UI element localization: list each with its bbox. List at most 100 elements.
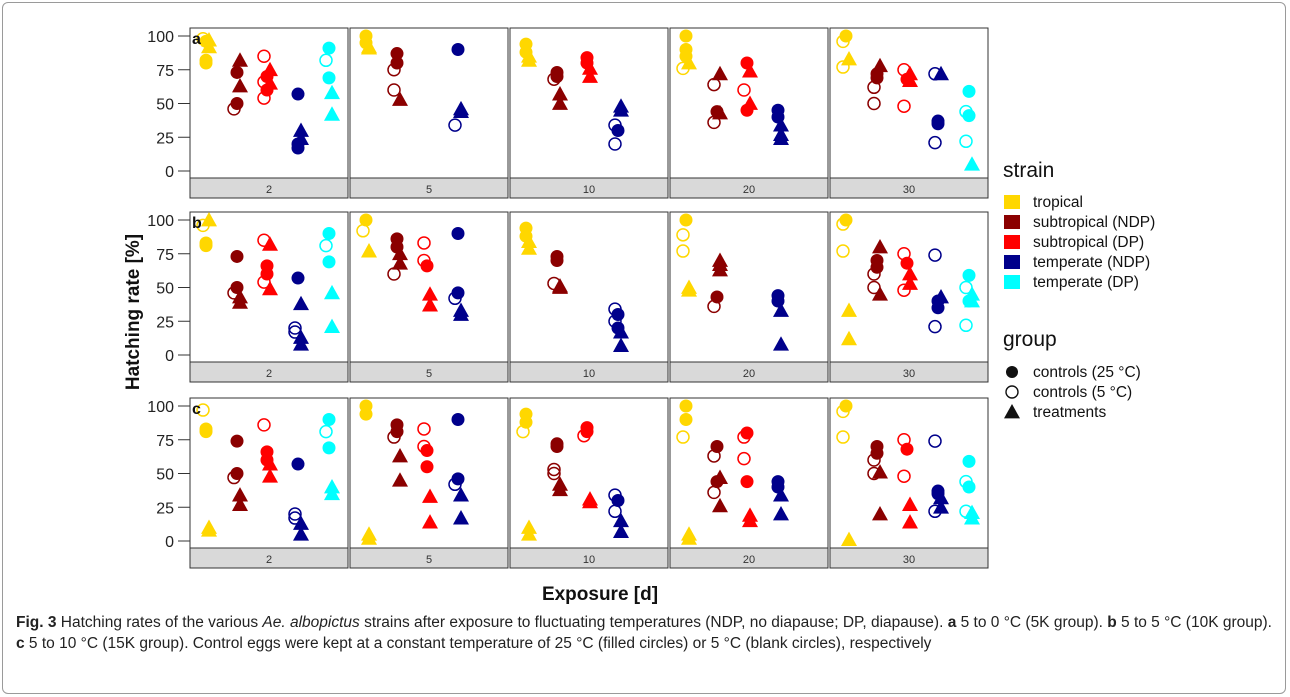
data-point [712,469,728,484]
data-point [199,425,213,439]
legend-strain-label: tropical [1033,194,1083,211]
data-point [262,468,278,483]
data-point [897,99,911,113]
data-point [262,456,278,471]
data-point [201,522,217,537]
caption-b-label: b [1107,614,1117,631]
data-point [291,87,305,101]
data-point [324,284,340,300]
data-point [712,497,728,513]
data-point [962,268,976,282]
data-point [550,440,564,453]
data-point [322,227,336,240]
data-point [448,477,462,492]
data-point [608,118,622,132]
facet-strip [829,547,989,569]
data-point [964,156,980,171]
data-point [232,52,248,67]
data-point [227,470,241,485]
legend-strain-label: temperate (DP) [1033,274,1139,291]
y-tick-label: 50 [156,97,174,114]
data-point [962,109,976,123]
legend-title-strain: strain [1003,159,1054,182]
data-point [324,485,340,501]
y-tick-label: 25 [156,314,174,331]
data-point [359,407,373,421]
data-point [931,301,945,315]
data-point [257,91,271,105]
data-point [679,413,693,426]
data-point [322,441,336,455]
data-point [608,504,622,519]
data-point [552,481,568,497]
facet-strip [829,177,989,199]
data-point [201,32,217,47]
data-point [262,75,278,90]
facet-strip [189,547,349,569]
data-point [227,102,241,116]
data-point [742,63,758,78]
data-point [324,84,340,100]
data-point [902,266,918,281]
data-point [288,321,302,335]
data-point [547,466,561,481]
data-point [319,424,333,439]
data-point [262,280,278,296]
y-tick-label: 75 [156,247,174,264]
facet-panel [349,211,509,363]
data-point [962,84,976,98]
data-point [232,496,248,511]
data-point [453,306,469,321]
data-point [262,61,278,77]
data-point [712,104,728,120]
legend-swatch [1004,255,1020,269]
legend-symbol [1006,366,1018,378]
data-point [293,526,309,541]
data-point [933,489,949,505]
data-point [390,47,404,61]
data-point [230,249,244,263]
data-point [521,240,537,255]
facet-strip-label: 5 [426,184,432,196]
facet-strip [349,547,509,569]
data-point [681,282,697,297]
data-point [712,65,728,81]
data-point [260,267,274,281]
data-point [870,446,884,460]
figure-caption: Fig. 3 Hatching rates of the various Ae.… [16,612,1276,654]
data-point [964,293,980,308]
row-label: b [192,215,202,232]
data-point [387,63,401,77]
facet-strip [669,361,829,383]
row-label: a [192,31,201,48]
data-point [293,122,309,137]
data-point [613,512,629,528]
legend-group-label: controls (25 °C) [1033,364,1141,381]
data-point [547,72,561,86]
legend-strain-label: subtropical (DP) [1033,234,1144,251]
data-point [679,29,693,43]
data-point [679,399,693,413]
x-axis-title: Exposure [d] [542,584,658,605]
legend-group-label: controls (5 °C) [1033,384,1132,401]
data-point [841,50,857,66]
data-point [836,34,850,49]
data-point [870,260,884,274]
facet-panel [669,211,829,363]
data-point [836,217,850,231]
data-point [361,243,377,258]
data-point [959,474,973,489]
y-tick-label: 100 [147,399,174,416]
facet-strip-label: 20 [743,184,755,196]
data-point [230,65,244,79]
data-point [928,434,942,448]
facet-strip [509,361,669,383]
data-point [676,228,690,242]
data-point [962,454,976,468]
data-point [582,60,598,75]
data-point [387,83,401,97]
legend-swatch [1004,275,1020,289]
data-point [928,135,942,150]
facet-strip-label: 30 [903,184,915,196]
data-point [582,493,598,509]
